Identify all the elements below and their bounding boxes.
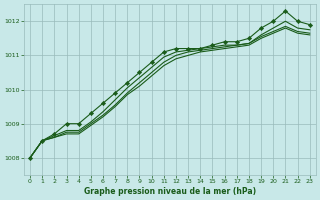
X-axis label: Graphe pression niveau de la mer (hPa): Graphe pression niveau de la mer (hPa): [84, 187, 256, 196]
